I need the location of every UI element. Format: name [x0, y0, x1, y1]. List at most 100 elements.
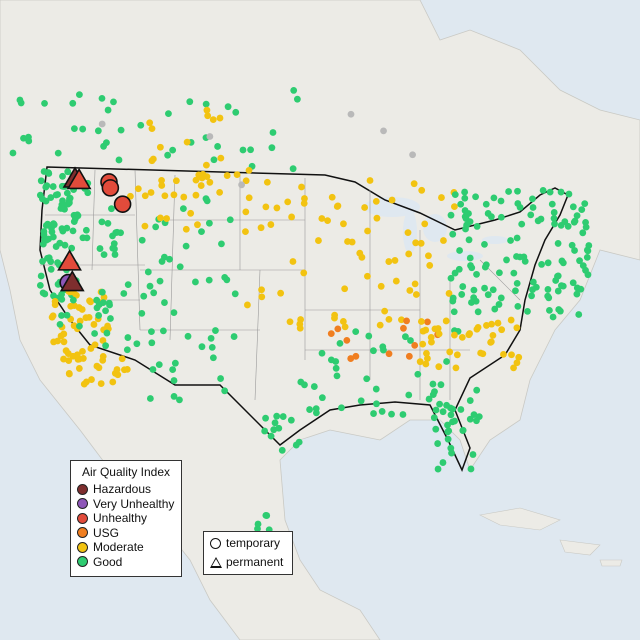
monitor-dot: [25, 137, 33, 145]
monitor-dot: [399, 411, 407, 418]
monitor-dot: [108, 205, 115, 213]
monitor-dot: [238, 181, 246, 189]
monitor-dot: [466, 254, 474, 262]
monitor-dot: [306, 406, 313, 413]
monitor-dot: [447, 211, 455, 219]
monitor-dot: [91, 330, 98, 337]
monitor-dot: [500, 350, 507, 358]
monitor-dot: [163, 215, 171, 222]
monitor-dot: [451, 191, 459, 199]
legend-label: USG: [93, 525, 120, 540]
monitor-dot: [216, 188, 224, 196]
gulf-of-mexico: [295, 420, 458, 520]
monitor-dot: [510, 269, 518, 277]
monitor-dot: [157, 214, 164, 222]
monitor-dot: [579, 229, 587, 237]
monitor-dot: [133, 340, 141, 348]
monitor-dot: [315, 237, 322, 244]
monitor-dot: [513, 280, 521, 287]
monitor-dot: [398, 316, 405, 324]
monitor-dot: [436, 400, 443, 408]
monitor-dot: [76, 91, 83, 99]
monitor-dot: [144, 268, 152, 276]
monitor-dot: [365, 332, 373, 340]
monitor-dot: [93, 296, 101, 304]
monitor-dot: [406, 287, 414, 294]
monitor-dot: [206, 178, 214, 186]
monitor-dot: [513, 359, 521, 367]
monitor-dot: [36, 281, 44, 289]
monitor-dot: [98, 218, 106, 226]
monitor-dot: [489, 286, 497, 294]
monitor-dot: [497, 197, 505, 205]
monitor-dot: [424, 318, 431, 326]
monitor-dot: [231, 290, 239, 298]
monitor-dot: [289, 258, 297, 265]
monitor-dot: [233, 171, 241, 178]
monitor-dot: [203, 106, 211, 114]
monitor-dot: [468, 299, 475, 306]
monitor-dot: [95, 312, 103, 319]
monitor-dot: [88, 376, 95, 383]
monitor-dot: [425, 395, 433, 403]
monitor-dot: [546, 188, 554, 196]
monitor-dot: [405, 250, 413, 258]
monitor-dot: [63, 311, 71, 319]
monitor-dot: [458, 333, 466, 341]
monitor-dot: [156, 143, 164, 151]
monitor-dot: [437, 381, 445, 389]
monitor-dot: [487, 338, 495, 346]
monitor-dot: [417, 318, 425, 325]
monitor-dot: [93, 362, 101, 370]
monitor-dot: [60, 355, 67, 363]
monitor-dot: [429, 391, 437, 399]
monitor-dot: [64, 168, 72, 176]
monitor-dot: [407, 337, 414, 344]
monitor-dot: [268, 144, 276, 152]
monitor-dot: [571, 247, 578, 254]
monitor-dot: [490, 194, 498, 202]
monitor-dot: [123, 365, 131, 373]
monitor-dot: [432, 425, 440, 433]
monitor-dot: [212, 327, 219, 334]
monitor-dot: [244, 301, 251, 309]
monitor-dot: [507, 316, 515, 324]
monitor-dot: [513, 234, 521, 242]
monitor-dot: [58, 295, 66, 303]
caribbean-islands: [479, 507, 623, 567]
monitor-dot: [161, 299, 168, 306]
monitor-dot: [361, 204, 369, 211]
monitor-dot: [491, 305, 499, 313]
monitor-dot: [170, 309, 178, 317]
monitor-dot: [155, 361, 163, 369]
monitor-dot: [117, 126, 125, 134]
monitor-dot: [557, 221, 565, 229]
monitor-dot: [65, 357, 73, 365]
monitor-dot: [148, 339, 156, 347]
monitor-dot: [217, 375, 224, 382]
monitor-dot: [450, 308, 458, 316]
monitor-dot: [573, 290, 581, 298]
monitor-dot: [73, 351, 81, 359]
monitor-dot: [186, 98, 194, 106]
monitor-dot: [529, 204, 537, 211]
monitor-dot: [318, 394, 326, 402]
monitor-dot: [495, 301, 503, 308]
monitor-dot: [422, 360, 430, 368]
monitor-dot: [532, 283, 540, 291]
monitor-dot: [150, 289, 158, 297]
monitor-dot: [75, 365, 83, 372]
monitor-dot: [457, 406, 465, 413]
monitor-dot: [546, 306, 553, 314]
monitor-dot: [79, 125, 87, 133]
monitor-dot: [370, 347, 377, 355]
monitor-dot: [273, 204, 281, 212]
monitor-dot: [340, 220, 347, 228]
monitor-dot: [466, 415, 474, 423]
monitor-dot: [124, 334, 132, 341]
monitor-dot: [470, 286, 478, 294]
monitor-dot: [459, 283, 467, 290]
monitor-dot: [52, 243, 60, 250]
monitor-dot: [416, 358, 424, 366]
monitor-dot: [171, 359, 179, 367]
